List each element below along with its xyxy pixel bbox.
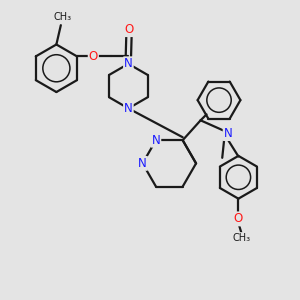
Text: N: N	[124, 57, 133, 70]
Text: N: N	[224, 127, 232, 140]
Text: O: O	[124, 23, 134, 36]
Text: CH₃: CH₃	[53, 12, 71, 22]
Text: N: N	[138, 157, 147, 170]
Text: CH₃: CH₃	[233, 233, 251, 243]
Text: O: O	[234, 212, 243, 225]
Text: N: N	[152, 134, 160, 147]
Text: O: O	[89, 50, 98, 63]
Text: N: N	[124, 102, 133, 115]
